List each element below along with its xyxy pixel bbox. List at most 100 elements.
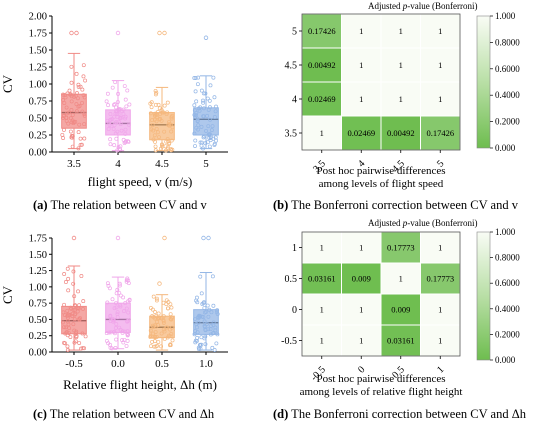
heat-cell-label: 1	[399, 274, 403, 284]
data-point	[212, 141, 217, 146]
heat-cell-label: 0.009	[391, 305, 410, 315]
data-point	[168, 327, 172, 332]
data-point	[108, 330, 113, 335]
data-point	[125, 338, 130, 343]
data-point	[215, 312, 220, 316]
data-point	[114, 305, 119, 310]
x-axis-label: Relative flight height, Δh (m)	[63, 377, 217, 392]
data-point	[202, 323, 207, 328]
data-point	[150, 123, 155, 128]
heat-cell-label: 0.02469	[308, 94, 336, 104]
data-point	[117, 107, 122, 111]
data-point	[210, 345, 215, 350]
data-point	[201, 98, 205, 103]
data-point	[193, 338, 198, 343]
data-point	[104, 338, 109, 343]
data-point	[206, 124, 211, 129]
heat-cell	[341, 81, 382, 117]
heat-cell	[420, 293, 461, 326]
data-point	[77, 317, 82, 321]
data-point	[203, 310, 207, 315]
box-chart-cv-vs-flight-speed: 0.00 0.25 0.50 0.75 1.00 1.25 1.50 1.75 2.00 CV fl…	[0, 12, 228, 189]
data-point	[203, 91, 208, 96]
heat-cell-label: 1	[320, 305, 324, 315]
data-point	[161, 314, 166, 319]
data-point	[126, 299, 130, 304]
data-point	[108, 112, 113, 116]
data-point	[73, 303, 78, 308]
data-point	[79, 273, 84, 278]
data-point	[205, 96, 210, 101]
data-point	[65, 348, 70, 352]
y-tick-label: 4	[292, 95, 297, 106]
x-axis-label-line: among levels of flight speed	[319, 178, 444, 190]
data-point	[148, 101, 153, 106]
data-point	[210, 274, 215, 279]
y-tick-label: 1.50	[29, 250, 47, 261]
data-point	[193, 144, 197, 148]
caption-d-text: The Bonferroni correction between CV and…	[288, 407, 526, 421]
data-point	[76, 146, 81, 151]
data-point	[66, 288, 71, 293]
data-point	[69, 108, 74, 112]
data-point	[195, 116, 200, 121]
data-point	[206, 132, 211, 137]
data-point	[82, 112, 87, 116]
heat-cell-label: 1	[399, 26, 403, 36]
data-point	[150, 339, 155, 344]
heat-cell-label: 0.03161	[387, 336, 415, 346]
data-point	[214, 104, 218, 109]
data-point	[69, 80, 74, 85]
data-point	[66, 322, 71, 327]
data-point	[156, 311, 161, 316]
data-point	[202, 300, 206, 305]
data-point	[76, 305, 80, 310]
data-point	[192, 131, 197, 136]
caption-b-text: The Bonferroni correction between CV and…	[288, 198, 518, 212]
heat-cell	[301, 81, 342, 117]
data-point	[80, 331, 85, 336]
caption-d: (d) The Bonferroni correction between CV…	[273, 407, 526, 422]
data-point	[152, 133, 157, 138]
data-point	[207, 144, 212, 149]
data-point	[155, 130, 160, 135]
heat-cell	[420, 115, 461, 151]
data-point	[68, 129, 73, 134]
data-point	[111, 126, 116, 131]
data-point	[62, 325, 67, 330]
data-point	[202, 336, 207, 341]
y-tick-label: 0.00	[29, 148, 47, 159]
heat-cell-label: 1	[359, 60, 363, 70]
data-point	[110, 297, 115, 302]
data-point	[61, 113, 66, 118]
data-point	[209, 128, 214, 133]
data-point	[151, 331, 155, 336]
data-point	[203, 328, 208, 333]
data-point	[202, 306, 207, 310]
data-point	[66, 121, 71, 126]
data-point	[159, 108, 164, 113]
data-point	[156, 102, 161, 107]
data-point	[161, 327, 166, 332]
heat-cell-label: 1	[438, 336, 442, 346]
data-point	[199, 143, 204, 148]
data-point	[113, 346, 118, 350]
caption-a-text: The relation between CV and v	[47, 198, 207, 212]
data-point	[165, 137, 170, 142]
data-point	[81, 299, 86, 304]
data-point	[108, 342, 112, 347]
data-point	[77, 104, 82, 108]
data-point	[82, 136, 87, 141]
data-point	[201, 91, 206, 96]
x-tick-label: 0	[356, 364, 367, 375]
data-point	[194, 125, 199, 130]
data-point	[122, 84, 127, 89]
data-point	[203, 342, 208, 347]
heat-cell-label: 0.02469	[347, 128, 375, 138]
data-point	[71, 269, 76, 274]
data-point	[213, 328, 218, 333]
data-point	[74, 334, 79, 338]
heat-cell-label: 0.17426	[308, 26, 336, 36]
data-point	[126, 122, 131, 127]
data-point	[193, 138, 198, 143]
